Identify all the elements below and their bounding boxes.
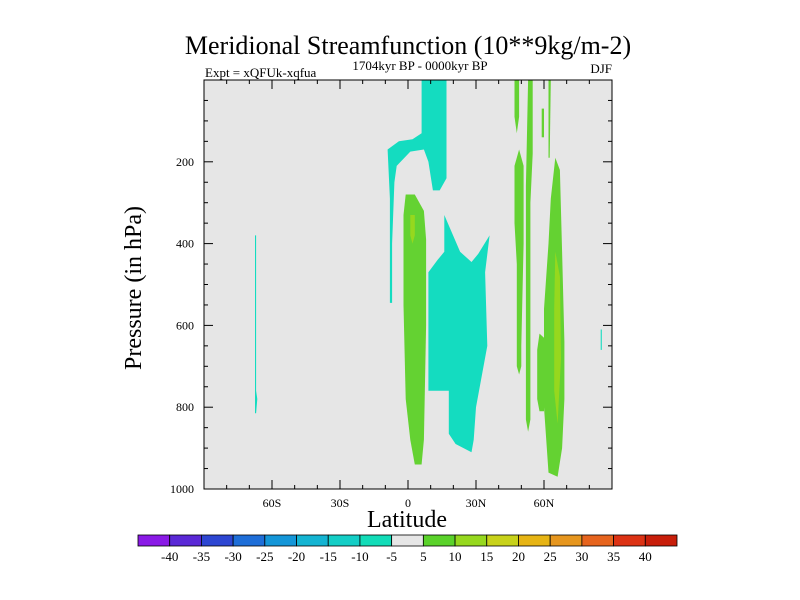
- contour-region-5: [514, 149, 524, 375]
- contour-region-11: [600, 329, 602, 350]
- colorbar-box-16: [644, 534, 678, 547]
- y-tick-label: 800: [176, 400, 194, 414]
- y-axis-label: Pressure (in hPa): [121, 206, 147, 370]
- colorbar-box-12: [518, 534, 551, 547]
- x-tick-label: 30N: [466, 496, 487, 510]
- contour-region-13: [554, 251, 561, 424]
- colorbar-box-13: [549, 534, 583, 547]
- y-tick-label: 600: [176, 318, 194, 332]
- contour-region-12: [410, 215, 415, 244]
- colorbar-box-9: [422, 534, 456, 547]
- contour-region-0: [255, 235, 258, 414]
- colorbar-label: 35: [607, 549, 620, 564]
- y-tick-label: 400: [176, 237, 194, 251]
- y-tick-label: 200: [176, 155, 194, 169]
- contour-region-7: [541, 108, 544, 138]
- colorbar-label: 20: [512, 549, 525, 564]
- contour-region-4: [514, 80, 520, 134]
- colorbar-box-3: [232, 534, 266, 547]
- colorbar-box-0: [137, 534, 171, 547]
- chart-left-annotation: Expt = xQFUk-xqfua: [205, 65, 317, 80]
- y-tick-label: 1000: [170, 482, 194, 496]
- colorbar-label: -5: [386, 549, 397, 564]
- contour-region-8: [548, 80, 551, 158]
- colorbar-box-4: [264, 534, 297, 547]
- chart-season-label: DJF: [590, 61, 612, 76]
- colorbar-box-11: [486, 534, 519, 547]
- colorbar-label: -40: [161, 549, 178, 564]
- colorbar-label: -30: [224, 549, 241, 564]
- x-tick-label: 0: [405, 496, 411, 510]
- colorbar-label: 10: [449, 549, 462, 564]
- colorbar-label: 30: [575, 549, 588, 564]
- colorbar-label: 15: [480, 549, 493, 564]
- colorbar-box-1: [169, 534, 202, 547]
- contour-region-1: [387, 80, 447, 303]
- colorbar-label: 25: [544, 549, 557, 564]
- colorbar-label: -25: [256, 549, 273, 564]
- colorbar-label: -20: [288, 549, 305, 564]
- colorbar-box-15: [613, 534, 646, 547]
- contour-region-2: [428, 215, 490, 453]
- contour-region-10: [537, 333, 544, 412]
- chart-subtitle: 1704kyr BP - 0000kyr BP: [352, 58, 487, 73]
- colorbar-box-7: [359, 534, 393, 547]
- colorbar-label: 40: [639, 549, 652, 564]
- axes: 60S 30S 0 30N 60N 200 400 600 800 1000: [170, 80, 612, 510]
- colorbar-box-2: [201, 534, 234, 547]
- colorbar-box-5: [296, 534, 329, 547]
- colorbar: -40 -35 -30 -25 -20 -15 -10 -5 5 10 15 20 25 30 35 40: [137, 534, 678, 564]
- contour-region-6: [525, 80, 533, 432]
- colorbar-label: -10: [351, 549, 368, 564]
- x-tick-label: 60S: [263, 496, 282, 510]
- colorbar-box-10: [454, 534, 488, 547]
- colorbar-label: 5: [420, 549, 427, 564]
- plot-area: [203, 79, 613, 490]
- colorbar-label: -15: [320, 549, 337, 564]
- x-axis-label: Latitude: [367, 507, 447, 533]
- colorbar-box-8: [391, 534, 424, 547]
- colorbar-box-14: [581, 534, 614, 547]
- x-tick-label: 60N: [534, 496, 555, 510]
- contour-region-3: [403, 194, 427, 465]
- colorbar-box-6: [327, 534, 361, 547]
- chart-title: Meridional Streamfunction (10**9kg/m-2): [185, 31, 631, 60]
- x-tick-label: 30S: [331, 496, 350, 510]
- colorbar-label: -35: [193, 549, 210, 564]
